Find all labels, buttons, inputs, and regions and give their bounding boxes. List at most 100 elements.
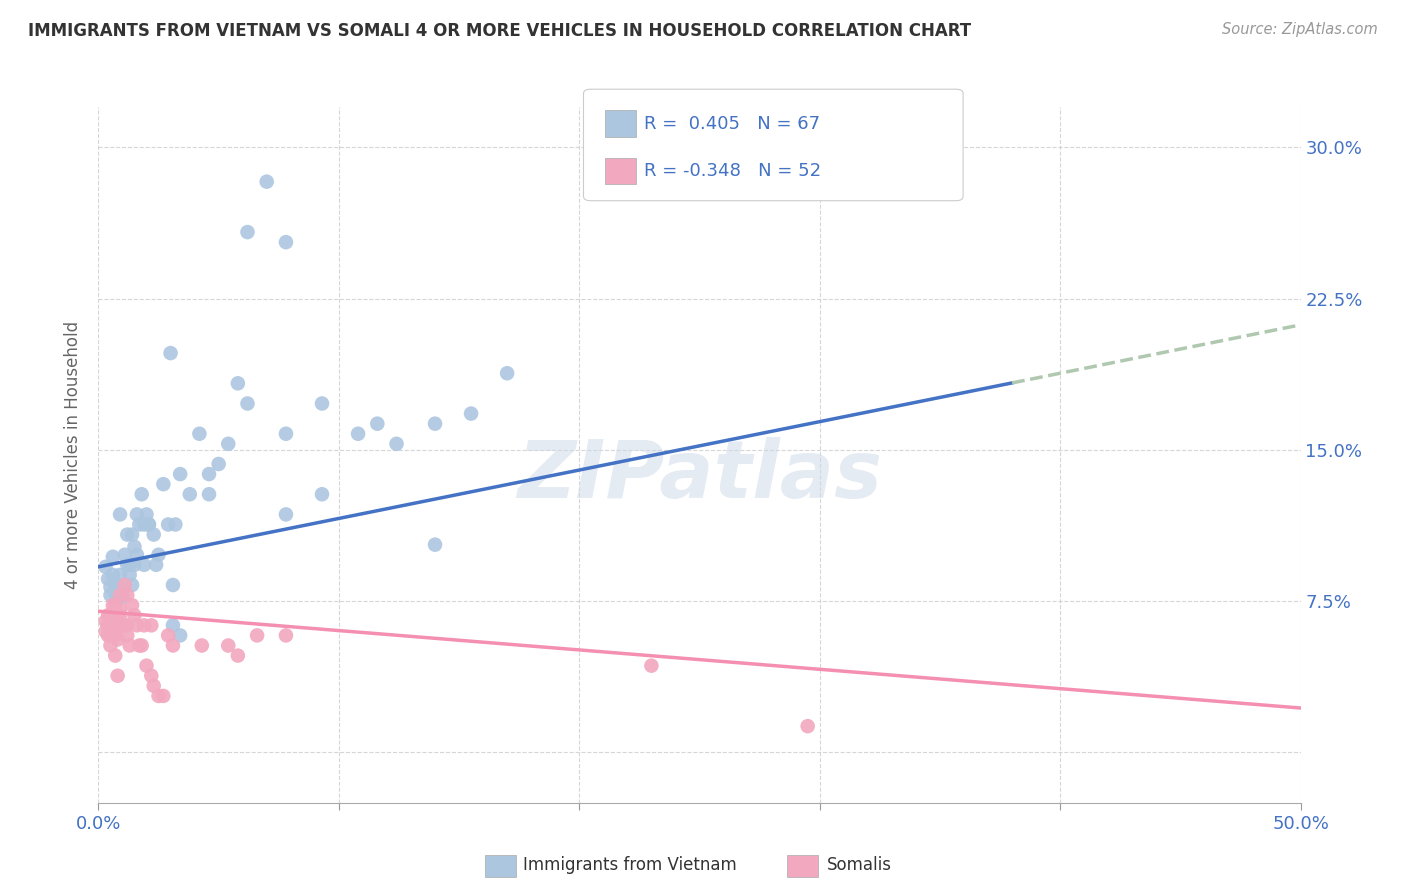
Point xyxy=(101,612,124,626)
Point xyxy=(97,572,120,586)
Point xyxy=(311,396,333,410)
Point xyxy=(100,618,122,632)
Point xyxy=(236,225,259,239)
Point xyxy=(104,578,127,592)
Point xyxy=(157,517,180,532)
Point xyxy=(640,658,662,673)
Point xyxy=(796,719,818,733)
Point xyxy=(423,417,446,431)
Point xyxy=(208,457,231,471)
Point xyxy=(165,517,187,532)
Text: Somalis: Somalis xyxy=(827,856,891,874)
Point xyxy=(94,559,117,574)
Point xyxy=(125,618,148,632)
Point xyxy=(117,628,139,642)
Point xyxy=(104,598,127,612)
Point xyxy=(256,175,278,189)
Point xyxy=(125,508,148,522)
Point xyxy=(152,689,174,703)
Point xyxy=(274,235,297,249)
Point xyxy=(101,598,124,612)
Point xyxy=(117,588,139,602)
Point xyxy=(118,568,141,582)
Point xyxy=(125,548,148,562)
Point xyxy=(97,628,120,642)
Point xyxy=(107,592,129,607)
Point xyxy=(111,586,134,600)
Point xyxy=(111,618,134,632)
Point xyxy=(118,639,141,653)
Point xyxy=(104,586,127,600)
Point xyxy=(108,608,131,623)
Point xyxy=(169,467,191,481)
Point xyxy=(107,632,129,647)
Point xyxy=(169,628,191,642)
Point xyxy=(104,628,127,642)
Point xyxy=(97,618,120,632)
Point xyxy=(148,689,170,703)
Point xyxy=(114,578,136,592)
Point xyxy=(142,679,165,693)
Point xyxy=(128,639,150,653)
Text: R = -0.348   N = 52: R = -0.348 N = 52 xyxy=(644,162,821,180)
Point xyxy=(135,508,157,522)
Point xyxy=(423,538,446,552)
Point xyxy=(117,558,139,572)
Point xyxy=(100,628,122,642)
Point xyxy=(104,648,127,663)
Point xyxy=(100,588,122,602)
Point xyxy=(97,608,120,623)
Point xyxy=(159,346,181,360)
Point xyxy=(132,517,155,532)
Point xyxy=(496,366,519,380)
Point xyxy=(138,517,160,532)
Point xyxy=(132,558,155,572)
Point xyxy=(121,598,143,612)
Point xyxy=(145,558,167,572)
Text: IMMIGRANTS FROM VIETNAM VS SOMALI 4 OR MORE VEHICLES IN HOUSEHOLD CORRELATION CH: IMMIGRANTS FROM VIETNAM VS SOMALI 4 OR M… xyxy=(28,22,972,40)
Point xyxy=(162,618,184,632)
Point xyxy=(114,618,136,632)
Point xyxy=(385,437,408,451)
Point xyxy=(236,396,259,410)
Text: Source: ZipAtlas.com: Source: ZipAtlas.com xyxy=(1222,22,1378,37)
Point xyxy=(274,628,297,642)
Point xyxy=(114,548,136,562)
Point xyxy=(100,580,122,594)
Point xyxy=(132,618,155,632)
Point xyxy=(124,558,146,572)
Text: ZIPatlas: ZIPatlas xyxy=(517,437,882,515)
Point xyxy=(141,618,163,632)
Point xyxy=(124,540,146,554)
Point xyxy=(141,669,163,683)
Point xyxy=(111,590,134,604)
Point xyxy=(179,487,201,501)
Point xyxy=(107,669,129,683)
Point xyxy=(100,608,122,623)
Point xyxy=(94,624,117,639)
Point xyxy=(107,578,129,592)
Point xyxy=(148,548,170,562)
Y-axis label: 4 or more Vehicles in Household: 4 or more Vehicles in Household xyxy=(65,321,83,589)
Point xyxy=(198,487,221,501)
Point xyxy=(217,639,239,653)
Point xyxy=(157,628,180,642)
Point xyxy=(274,508,297,522)
Point xyxy=(128,517,150,532)
Text: Immigrants from Vietnam: Immigrants from Vietnam xyxy=(523,856,737,874)
Point xyxy=(138,517,160,532)
Point xyxy=(108,508,131,522)
Point xyxy=(460,407,482,421)
Point xyxy=(226,376,249,391)
Point xyxy=(152,477,174,491)
Point xyxy=(104,618,127,632)
Point xyxy=(107,608,129,623)
Point xyxy=(162,578,184,592)
Point xyxy=(121,578,143,592)
Point xyxy=(101,549,124,564)
Point xyxy=(121,527,143,541)
Point xyxy=(108,582,131,596)
Point xyxy=(131,487,153,501)
Point xyxy=(246,628,269,642)
Point xyxy=(347,426,370,441)
